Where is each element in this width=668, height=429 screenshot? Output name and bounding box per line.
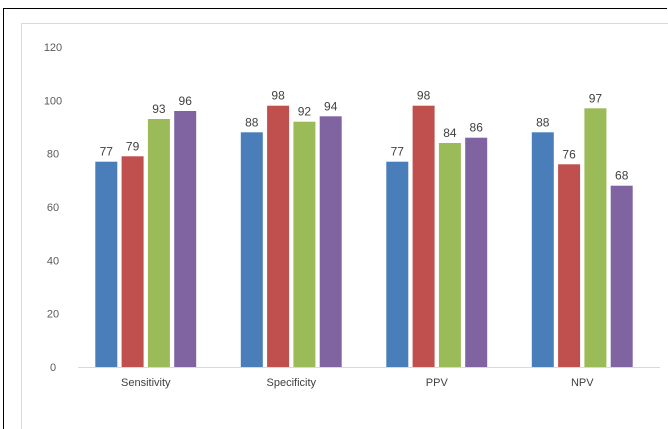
bar [531,132,554,367]
chart-axes: 0 20 40 60 80 100 120 Sensitivity Specificity PPV… [44,42,660,389]
x-tick-label: Sensitivity [121,377,171,389]
y-tick-label: 120 [44,42,62,54]
data-label: 94 [324,99,338,113]
data-label: 93 [152,102,166,116]
chart-bars [95,105,633,368]
data-label: 76 [562,147,576,161]
bar [240,132,263,367]
y-tick-label: 80 [47,149,59,161]
bar [584,108,607,368]
bar [610,185,633,367]
outer-frame [3,8,667,429]
bar [174,111,197,367]
data-label: 98 [271,89,285,103]
data-label: 96 [179,94,193,108]
chart-area-border [21,23,668,429]
data-label: 97 [589,91,603,105]
data-label: 92 [298,105,312,119]
bar [147,119,170,367]
data-label: 98 [417,89,431,103]
bar [412,105,435,367]
bar [386,161,409,367]
data-label: 77 [100,145,114,159]
data-label: 88 [536,115,550,129]
y-tick-label: 40 [47,255,59,267]
data-label: 79 [126,139,140,153]
bar [121,156,144,367]
x-tick-label: NPV [571,377,594,389]
bar [558,164,581,367]
x-tick-label: PPV [426,377,449,389]
bar [438,143,461,367]
y-tick-label: 100 [44,95,62,107]
bar [465,137,488,367]
bar [319,116,342,367]
bar [267,105,290,367]
bar [293,121,316,367]
y-tick-label: 60 [47,202,59,214]
bar [95,161,118,367]
chart-labels: 77 79 93 96 88 98 92 94 77 98 84 86 88 76 97 68 [100,89,629,183]
data-label: 68 [615,169,629,183]
data-label: 77 [391,145,405,159]
y-tick-label: 0 [50,362,56,374]
data-label: 84 [443,126,457,140]
x-tick-label: Specificity [267,377,317,389]
y-tick-label: 20 [47,309,59,321]
data-label: 86 [470,121,484,135]
data-label: 88 [245,115,259,129]
